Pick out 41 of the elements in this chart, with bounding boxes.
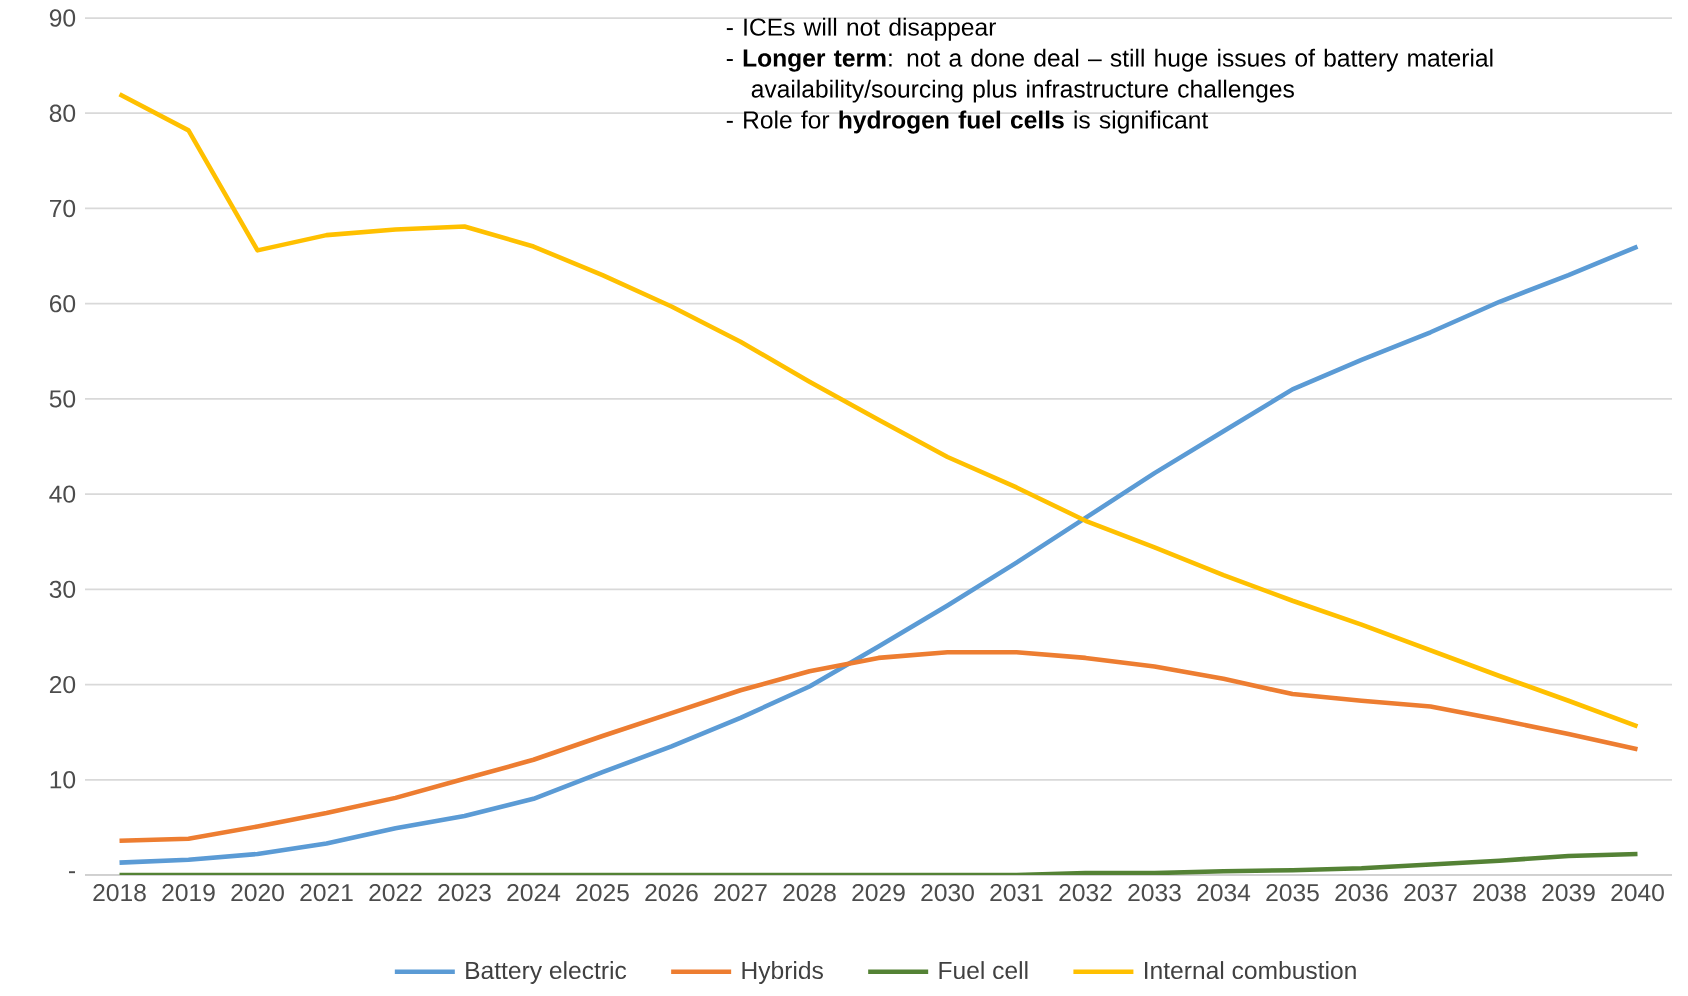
legend-label: Internal combustion	[1144, 961, 1356, 980]
x-tick-label: 2033	[1128, 883, 1181, 902]
annotation: - Role for hydrogen fuel cells is significant	[726, 110, 1209, 134]
line-series	[117, 649, 1640, 843]
y-tick-label: 20	[49, 675, 76, 694]
legend-label: Fuel cell	[939, 961, 1028, 980]
x-tick-label: 2026	[645, 883, 698, 902]
legend-label: Battery electric	[466, 961, 627, 985]
y-tick-label: 30	[49, 580, 76, 599]
x-tick-label: 2035	[1266, 883, 1319, 902]
x-tick-label: 2034	[1197, 883, 1251, 902]
x-tick-label: 2020	[231, 883, 284, 902]
x-tick-label: 2018	[93, 883, 146, 902]
annotation: - ICEs will not disappear	[726, 17, 996, 41]
x-tick-label: 2040	[1611, 883, 1664, 902]
x-tick-label: 2031	[990, 883, 1043, 902]
x-tick-label: 2027	[714, 883, 767, 902]
y-tick-label: 90	[49, 9, 76, 27]
x-tick-label: 2019	[162, 883, 215, 902]
x-tick-label: 2037	[1404, 883, 1457, 902]
y-tick-label: -	[69, 871, 76, 874]
x-tick-label: 2021	[300, 883, 353, 902]
x-tick-label: 2030	[921, 883, 974, 902]
x-tick-label: 2022	[369, 883, 422, 902]
x-tick-label: 2029	[852, 883, 905, 902]
x-tick-label: 2024	[507, 883, 561, 902]
x-tick-label: 2036	[1335, 883, 1388, 902]
x-tick-label: 2039	[1542, 883, 1595, 902]
y-tick-label: 60	[50, 295, 76, 313]
y-tick-label: 50	[49, 390, 76, 408]
y-tick-label: 80	[49, 104, 76, 122]
x-tick-label: 2038	[1473, 883, 1526, 902]
x-tick-label: 2023	[438, 883, 491, 902]
y-tick-label: 10	[50, 771, 76, 789]
y-tick-label: 40	[49, 485, 76, 503]
legend-label: Hybrids	[742, 961, 823, 985]
x-tick-label: 2028	[783, 883, 836, 902]
x-tick-label: 2032	[1059, 883, 1112, 902]
y-tick-label: 70	[50, 199, 76, 218]
x-tick-label: 2025	[576, 883, 629, 902]
line-series	[117, 244, 1640, 865]
